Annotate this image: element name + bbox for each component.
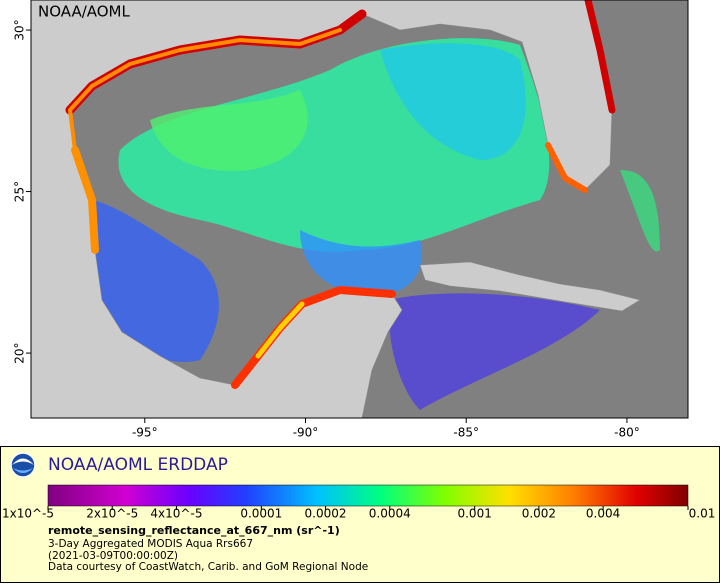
colorbar-tick-label: 0.004 [586, 507, 620, 521]
legend-line: 3-Day Aggregated MODIS Aqua Rrs667 [48, 538, 253, 550]
colorbar-tick-label: 0.0002 [305, 507, 347, 521]
y-tick-label: 25° [13, 181, 27, 202]
coastal-high [65, 0, 616, 389]
map-frame [30, 0, 689, 419]
y-tick-label: 30° [13, 19, 27, 40]
colorbar-tick-label: 0.0004 [369, 507, 411, 521]
x-tick-label: -95° [132, 426, 158, 440]
colorbar-tick-label: 4x10^-5 [150, 507, 202, 521]
x-tick-label: -90° [293, 426, 319, 440]
legend-line: Data courtesy of CoastWatch, Carib. and … [48, 561, 368, 573]
y-tick-label: 20° [13, 342, 27, 363]
colorbar-tick-label: 0.001 [457, 507, 491, 521]
brand: NOAA/AOML ERDDAP [48, 455, 228, 475]
x-tick-label: -80° [614, 426, 640, 440]
colorbar-tick-label: 0.0001 [240, 507, 282, 521]
ocean-data [64, 38, 660, 410]
colorbar-tick-label: 0.002 [522, 507, 556, 521]
map [31, 0, 688, 418]
watermark: NOAA/AOML [38, 3, 131, 21]
noaa-logo [10, 452, 36, 478]
legend-line: (2021-03-09T00:00:00Z) [48, 550, 178, 562]
x-tick-label: -85° [453, 426, 479, 440]
colorbar-tick-label: 0.01 [689, 507, 716, 521]
colorbar-tick-label: 2x10^-5 [86, 507, 138, 521]
variable: remote_sensing_reflectance_at_667_nm (sr… [48, 524, 340, 537]
colorbar-tick-label: 1x10^-5 [2, 507, 54, 521]
colorbar [47, 484, 689, 507]
